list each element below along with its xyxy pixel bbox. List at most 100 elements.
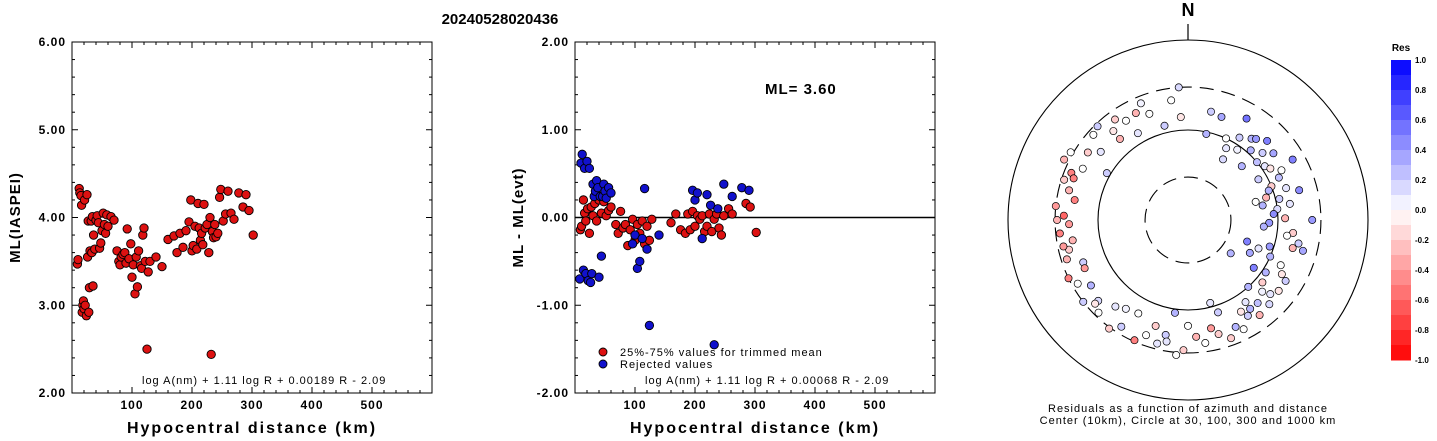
station-residual-point <box>1202 129 1211 138</box>
y-tick-label: -1.00 <box>537 298 569 312</box>
station-residual-point <box>1265 242 1274 251</box>
colorbar-segment <box>1391 120 1411 136</box>
y-tick-label: 6.00 <box>39 35 66 49</box>
data-point <box>214 192 225 202</box>
colorbar-tick-label: 0.0 <box>1415 206 1427 215</box>
colorbar-segment <box>1391 270 1411 286</box>
data-point <box>127 272 137 282</box>
colorbar-segment <box>1391 90 1411 106</box>
data-point <box>635 256 645 267</box>
data-point <box>584 228 595 238</box>
station-residual-point <box>1258 287 1267 296</box>
colorbar-segment <box>1391 300 1411 316</box>
data-point <box>103 221 113 231</box>
station-residual-point <box>1207 324 1215 333</box>
data-point <box>647 214 657 224</box>
station-residual-point <box>1241 298 1250 307</box>
station-residual-point <box>1066 148 1075 157</box>
data-point <box>96 238 106 248</box>
colorbar-segment <box>1391 345 1411 361</box>
data-point <box>241 190 251 200</box>
data-point <box>627 239 638 249</box>
data-point <box>744 185 754 195</box>
data-point <box>745 202 755 212</box>
station-residual-point <box>1275 194 1284 203</box>
data-point <box>199 199 209 209</box>
formula-annotation: log A(nm) + 1.11 log R + 0.00189 R - 2.0… <box>142 375 386 387</box>
station-residual-point <box>1096 147 1105 156</box>
station-residual-point <box>1093 122 1102 131</box>
legend-marker <box>598 359 608 369</box>
data-point <box>642 221 652 231</box>
x-tick-label: 200 <box>683 398 706 412</box>
x-tick-label: 500 <box>360 398 383 412</box>
station-residual-point <box>1062 255 1071 264</box>
station-residual-point <box>1171 308 1179 317</box>
data-point <box>157 261 167 272</box>
north-label: N <box>1182 0 1195 20</box>
station-residual-point <box>1222 134 1230 143</box>
y-tick-label: 5.00 <box>39 123 66 137</box>
station-residual-point <box>1245 248 1254 257</box>
station-residual-point <box>1264 186 1273 195</box>
colorbar-segment <box>1391 75 1411 91</box>
station-residual-point <box>1235 133 1244 142</box>
colorbar-tick-label: -0.4 <box>1415 266 1429 275</box>
distance-ring <box>1007 39 1369 401</box>
station-residual-point <box>1266 252 1275 261</box>
colorbar-tick-label: 1.0 <box>1415 56 1427 65</box>
station-residual-point <box>1222 144 1231 153</box>
legend-label: Rejected values <box>620 359 713 371</box>
station-residual-point <box>1252 134 1260 143</box>
station-residual-point <box>1308 216 1317 224</box>
x-tick-label: 100 <box>120 398 143 412</box>
station-residual-point <box>1111 115 1119 124</box>
residual-vs-distance-chart: 100 200 300 400 500 -2.00 -1.00 0.00 1.00 2.00 Hyp… <box>510 35 936 437</box>
station-residual-point <box>1288 155 1297 164</box>
station-residual-point <box>1060 175 1069 184</box>
data-point <box>716 230 727 240</box>
ml-vs-distance-chart: 100 200 300 400 500 2.00 3.00 4.00 5.00 6.00 Hypoc… <box>7 35 433 437</box>
x-tick-label: 500 <box>863 398 886 412</box>
data-point <box>578 195 589 205</box>
station-residual-point <box>1174 83 1183 92</box>
data-point <box>244 205 254 216</box>
colorbar-segment <box>1391 105 1411 121</box>
data-point <box>126 239 136 249</box>
data-point <box>172 247 182 258</box>
data-point <box>644 320 655 331</box>
station-residual-point <box>1276 261 1285 270</box>
station-residual-point <box>1227 334 1235 343</box>
station-residual-point <box>1219 155 1227 164</box>
data-point <box>88 281 98 291</box>
station-residual-point <box>1073 279 1082 288</box>
station-residual-point <box>1262 193 1271 202</box>
x-tick-label: 400 <box>803 398 826 412</box>
station-residual-point <box>1053 216 1062 224</box>
data-point <box>642 244 652 254</box>
data-point <box>591 216 602 226</box>
station-residual-point <box>1283 231 1291 240</box>
formula-annotation: log A(nm) + 1.11 log R + 0.00068 R - 2.0… <box>645 375 889 387</box>
station-residual-point <box>1258 201 1267 210</box>
data-point <box>702 190 712 200</box>
colorbar-segment <box>1391 255 1411 271</box>
colorbar-segment <box>1391 195 1411 211</box>
colorbar-tick-label: -0.6 <box>1415 296 1429 305</box>
x-axis-label: Hypocentral distance (km) <box>630 420 880 437</box>
station-residual-point <box>1065 220 1074 229</box>
distance-ring <box>1054 86 1322 354</box>
station-residual-point <box>1201 339 1210 347</box>
azimuth-residual-polar-chart: N Residuals as a function of azimuth and … <box>1007 0 1429 427</box>
data-point <box>73 254 83 265</box>
station-residual-point <box>1252 158 1261 167</box>
data-point <box>88 230 99 240</box>
station-residual-point <box>1080 264 1089 273</box>
plot-frame <box>71 41 433 394</box>
data-point <box>82 190 92 200</box>
station-residual-point <box>1226 249 1235 258</box>
station-residual-point <box>1269 210 1278 218</box>
station-residual-point <box>1167 96 1176 105</box>
station-residual-point <box>1263 136 1272 145</box>
station-residual-point <box>1089 130 1098 139</box>
